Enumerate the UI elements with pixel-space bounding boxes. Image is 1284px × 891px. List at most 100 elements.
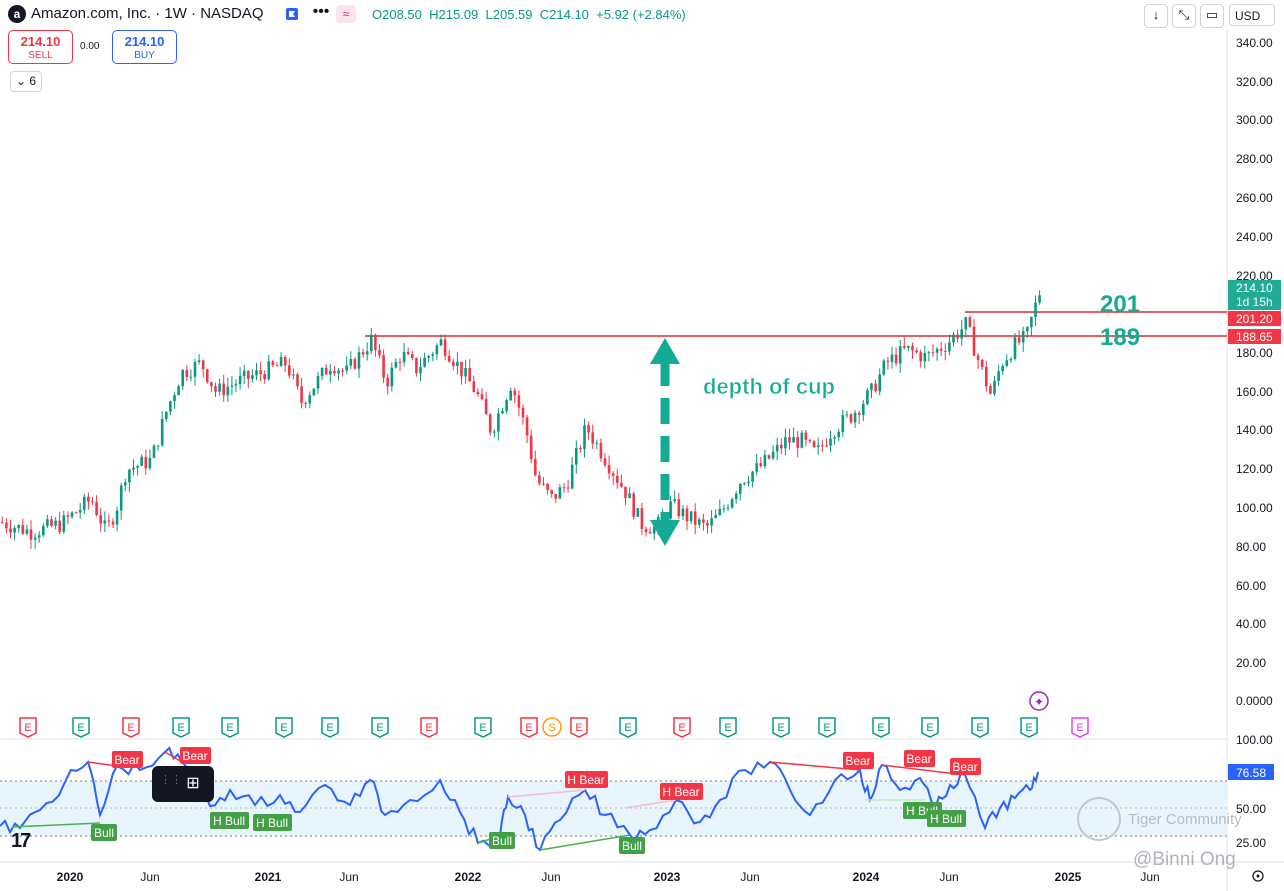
candle-body xyxy=(271,361,275,366)
candle-body xyxy=(648,531,652,534)
split-marker[interactable]: S xyxy=(542,717,562,737)
candle-body xyxy=(259,370,262,375)
resistance-2-label[interactable]: 189 xyxy=(1100,324,1140,351)
candle-body xyxy=(370,334,373,352)
change-value: +5.92 (+2.84%) xyxy=(596,7,686,22)
level-1-badge xyxy=(1228,311,1281,326)
earnings-marker[interactable]: E xyxy=(221,717,239,738)
candle-body xyxy=(345,365,348,371)
earnings-marker[interactable]: E xyxy=(772,717,790,738)
bear-label: Bear xyxy=(845,754,870,768)
time-tick: Jun xyxy=(140,870,159,884)
earnings-marker[interactable]: E xyxy=(1020,717,1038,738)
buy-button[interactable]: 214.10 BUY xyxy=(112,30,177,64)
candle-body xyxy=(300,386,303,403)
sparkle-marker[interactable]: ✦ xyxy=(1029,691,1049,711)
time-axis[interactable]: 2020 Jun 2021 Jun 2022 Jun 2023 Jun 2024… xyxy=(57,870,1160,884)
earnings-marker[interactable]: E xyxy=(619,717,637,738)
candle-body xyxy=(944,350,947,352)
candle-body xyxy=(214,386,217,392)
earnings-marker[interactable]: E xyxy=(172,717,190,738)
symbol-logo[interactable]: a xyxy=(8,5,26,23)
cup-depth-label[interactable]: depth of cup xyxy=(703,374,836,400)
candle-body xyxy=(329,370,332,375)
add-widget-icon[interactable]: ⊞ xyxy=(186,775,200,792)
candle-body xyxy=(189,376,193,378)
candle-body xyxy=(279,357,283,367)
candle-body xyxy=(255,370,258,376)
earnings-marker[interactable]: E xyxy=(921,717,939,738)
bull-label: Bull xyxy=(94,826,114,840)
more-options-button[interactable]: ••• xyxy=(312,3,330,20)
candle-body xyxy=(1021,331,1025,343)
price-tick: 140.00 xyxy=(1236,423,1273,437)
countdown-label: 1d 15h xyxy=(1236,295,1273,309)
earnings-marker[interactable]: E xyxy=(719,717,737,738)
flag-icon[interactable] xyxy=(285,7,299,21)
currency-select[interactable]: USD xyxy=(1229,4,1275,26)
candle-body xyxy=(501,411,504,414)
earnings-marker[interactable]: E xyxy=(1071,717,1089,738)
candle-body xyxy=(775,444,779,452)
price-axis[interactable]: 340.00 320.00 300.00 280.00 260.00 240.0… xyxy=(1236,36,1273,708)
collapse-icon[interactable]: ⤡ xyxy=(1172,4,1196,28)
resistance-1-label[interactable]: 201 xyxy=(1100,291,1140,318)
earnings-marker[interactable]: E xyxy=(818,717,836,738)
settings-icon[interactable] xyxy=(1252,870,1264,882)
candle-body xyxy=(636,508,640,517)
event-markers[interactable]: E E E E E E E E E E E E E E E E E E E E E ES xyxy=(19,717,1089,738)
earnings-marker[interactable]: E xyxy=(872,717,890,738)
earnings-glyph: E xyxy=(877,722,884,734)
candle-body xyxy=(460,361,463,377)
candle-body xyxy=(862,404,865,415)
candle-body xyxy=(525,417,529,436)
candle-body xyxy=(476,391,480,395)
screen-icon[interactable]: ▭ xyxy=(1200,4,1224,28)
candle-body xyxy=(58,520,61,532)
earnings-marker[interactable]: E xyxy=(19,717,37,738)
candle-body xyxy=(734,493,738,500)
depth-arrow[interactable] xyxy=(650,338,680,546)
candle-body xyxy=(488,414,492,433)
candle-body xyxy=(870,383,873,391)
candle-body xyxy=(972,326,976,356)
price-tick: 80.00 xyxy=(1236,540,1266,554)
candle-body xyxy=(144,456,148,469)
earnings-marker[interactable]: E xyxy=(971,717,989,738)
candle-body xyxy=(115,510,119,525)
earnings-marker[interactable]: E xyxy=(673,717,691,738)
candle-body xyxy=(353,359,357,369)
earnings-marker[interactable]: E xyxy=(122,717,140,738)
time-tick: Jun xyxy=(740,870,759,884)
symbol-title[interactable]: Amazon.com, Inc. · 1W · NASDAQ xyxy=(31,5,264,22)
open-key: O xyxy=(372,7,383,22)
level-2-label: 188.65 xyxy=(1236,330,1273,344)
candle-body xyxy=(792,437,795,443)
earnings-marker[interactable]: E xyxy=(321,717,339,738)
candle-body xyxy=(378,349,381,356)
candle-body xyxy=(1034,302,1037,318)
drag-handle-icon[interactable]: ⋮⋮ xyxy=(160,774,182,786)
tradingview-logo[interactable]: 17 xyxy=(11,830,31,852)
candle-body xyxy=(185,369,189,377)
earnings-marker[interactable]: E xyxy=(72,717,90,738)
arrow-down-icon[interactable]: ↓ xyxy=(1144,4,1168,28)
earnings-marker[interactable]: E xyxy=(474,717,492,738)
earnings-marker[interactable]: E xyxy=(275,717,293,738)
candle-body xyxy=(1001,365,1004,372)
candle-body xyxy=(464,367,467,377)
indicator-icon[interactable]: ≈ xyxy=(336,5,356,23)
time-tick: 2020 xyxy=(57,870,84,884)
sell-button[interactable]: 214.10 SELL xyxy=(8,30,73,64)
indicators-toggle-button[interactable]: ⌄ 6 xyxy=(10,71,42,92)
earnings-marker[interactable]: E xyxy=(520,717,538,738)
candle-body xyxy=(751,471,754,482)
floating-toolbar[interactable]: ⋮⋮ ⊞ xyxy=(152,766,214,802)
candle-body xyxy=(181,369,184,387)
earnings-marker[interactable]: E xyxy=(371,717,389,738)
earnings-marker[interactable]: E xyxy=(420,717,438,738)
candle-body xyxy=(616,475,619,483)
candle-body xyxy=(349,359,353,366)
earnings-marker[interactable]: E xyxy=(570,717,588,738)
